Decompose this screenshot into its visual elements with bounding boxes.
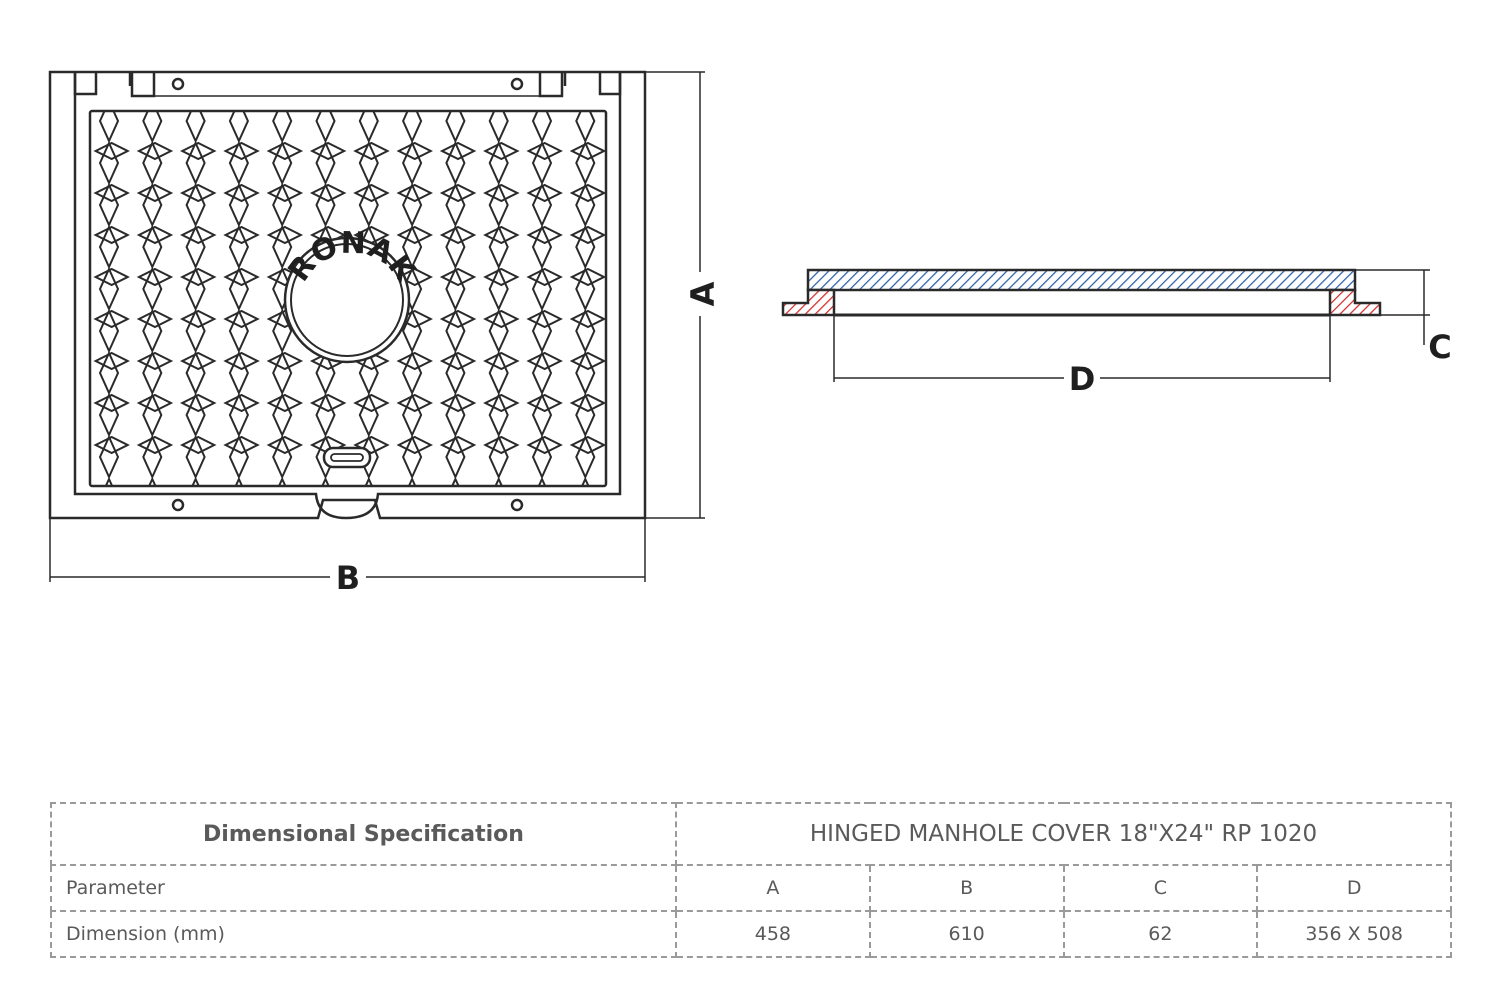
fixing-hole <box>510 498 524 512</box>
dimension-a <box>645 71 705 519</box>
parameter-a: A <box>675 864 871 912</box>
value-c: 62 <box>1062 910 1259 958</box>
dimension-c-label: C <box>1428 328 1451 366</box>
dimension-b-label: B <box>336 559 360 597</box>
value-a: 458 <box>675 910 871 958</box>
lifting-slot <box>322 446 372 469</box>
dimension-label: Dimension (mm) <box>50 910 677 958</box>
spec-table: Dimensional Specification HINGED MANHOLE… <box>50 802 1453 958</box>
section-cover <box>806 268 1357 292</box>
parameter-b: B <box>868 864 1065 912</box>
table-header-row: Dimensional Specification HINGED MANHOLE… <box>50 802 1453 866</box>
section-frame-right <box>1328 288 1382 317</box>
spec-title: Dimensional Specification <box>50 802 677 866</box>
parameter-c: C <box>1062 864 1259 912</box>
dimension-d-label: D <box>1069 360 1096 398</box>
technical-drawing: RONAK A B C <box>48 70 1452 597</box>
dimension-d <box>833 315 1331 382</box>
plan-view <box>48 70 647 520</box>
fixing-hole <box>171 498 185 512</box>
table-row: Dimension (mm) 458 610 62 356 X 508 <box>50 910 1453 958</box>
parameter-d: D <box>1256 864 1453 912</box>
parameter-label: Parameter <box>50 864 677 912</box>
dimension-a-label: A <box>684 281 722 306</box>
table-row: Parameter A B C D <box>50 864 1453 912</box>
product-title: HINGED MANHOLE COVER 18"X24" RP 1020 <box>674 802 1453 866</box>
section-frame-left <box>781 288 836 317</box>
fixing-hole <box>171 77 185 91</box>
cover-plate <box>88 109 608 488</box>
section-view <box>781 268 1382 317</box>
dimension-c <box>1355 269 1430 345</box>
dimension-b <box>49 518 646 582</box>
value-d: 356 X 508 <box>1256 910 1453 958</box>
outer-frame <box>48 70 647 520</box>
fixing-hole <box>510 77 524 91</box>
value-b: 610 <box>868 910 1065 958</box>
logo-badge: RONAK <box>282 226 423 364</box>
